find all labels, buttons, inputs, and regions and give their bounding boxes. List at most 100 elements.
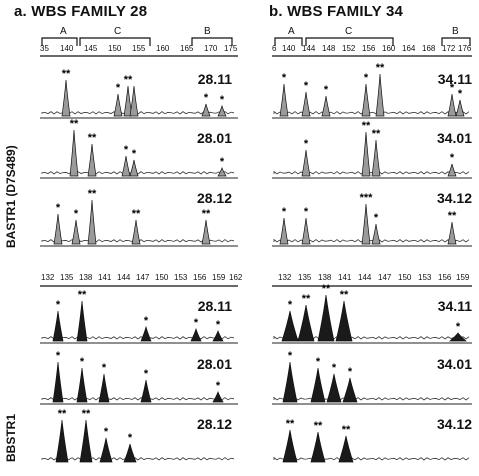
peak (212, 391, 224, 403)
peak-marker: ** (70, 118, 79, 130)
peak-marker: ** (448, 210, 457, 222)
tick: 140 (282, 44, 296, 53)
tick: 153 (418, 273, 432, 282)
peak-marker: * (132, 148, 137, 160)
peak-marker: ** (88, 132, 97, 144)
peak-marker: ** (82, 408, 91, 420)
peak (98, 373, 110, 403)
peak (99, 437, 113, 463)
peak-marker: ** (314, 420, 323, 432)
tick: 159 (456, 273, 470, 282)
region-bracket (441, 37, 471, 46)
peak (338, 435, 354, 463)
peak (212, 330, 224, 342)
peak (371, 139, 381, 177)
peak (129, 159, 139, 177)
region-bracket (191, 37, 233, 46)
peak (447, 163, 457, 177)
peak-marker: ** (58, 408, 67, 420)
tick: 144 (117, 273, 131, 282)
region-c-left: C (114, 26, 122, 37)
tick: 159 (212, 273, 226, 282)
peak-marker: ** (132, 208, 141, 220)
peak-marker: * (304, 206, 309, 218)
peak (113, 93, 123, 117)
baseline-trace (273, 456, 470, 461)
peak (131, 219, 141, 245)
peak (53, 213, 63, 245)
peak (279, 83, 289, 117)
peak (76, 300, 88, 342)
peak-marker: * (56, 350, 61, 362)
tick: 156 (438, 273, 452, 282)
peak (281, 310, 299, 342)
family-28-title: a. WBS FAMILY 28 (14, 3, 148, 20)
peak-marker: ** (124, 74, 133, 86)
peak (361, 203, 371, 245)
peak-marker: * (324, 84, 329, 96)
tick: 175 (224, 44, 238, 53)
peak-marker: * (304, 80, 309, 92)
tick: 148 (322, 44, 336, 53)
peak (342, 377, 358, 403)
peak (279, 217, 289, 245)
sample-label: 34.12 (436, 416, 472, 432)
peak-marker: * (56, 202, 61, 214)
peak (310, 367, 326, 403)
peak (449, 332, 467, 342)
tick: 160 (156, 44, 170, 53)
peak-marker: ** (202, 208, 211, 220)
peak (282, 361, 298, 403)
peak (297, 304, 315, 342)
tick: 150 (108, 44, 122, 53)
peak (301, 91, 311, 117)
tick: 141 (338, 273, 352, 282)
peak (310, 431, 326, 463)
peak-marker: * (220, 156, 225, 168)
peak-marker: * (458, 88, 463, 100)
region-bracket (41, 37, 78, 46)
peak (190, 327, 202, 342)
region-bracket (79, 37, 151, 46)
peak-marker: ** (62, 68, 71, 80)
tick: 156 (193, 273, 207, 282)
tick: 156 (362, 44, 376, 53)
sample-label: 34.11 (437, 71, 472, 87)
region-c-right: C (345, 26, 353, 37)
region-bracket (274, 37, 303, 46)
peak-marker: ** (372, 128, 381, 140)
sample-label: 28.01 (196, 130, 232, 146)
tick: 162 (229, 273, 243, 282)
baseline-trace (273, 396, 470, 401)
peak-marker: * (102, 362, 107, 374)
sample-label: 34.01 (436, 356, 472, 372)
tick: 150 (155, 273, 169, 282)
region-a-right: A (288, 26, 295, 37)
peak (447, 221, 457, 245)
peak (282, 429, 298, 463)
peak (326, 373, 342, 403)
peak-marker: * (282, 206, 287, 218)
sample-label: 34.12 (436, 190, 472, 206)
peak (140, 325, 152, 342)
peak (52, 361, 64, 403)
peak-marker: * (80, 356, 85, 368)
baseline-trace (41, 397, 235, 401)
tick: 132 (278, 273, 292, 282)
peak (361, 131, 371, 177)
tick: 144 (302, 44, 316, 53)
tick: 138 (79, 273, 93, 282)
peak (55, 419, 69, 463)
tick: 176 (458, 44, 472, 53)
peak (301, 217, 311, 245)
tick: 160 (382, 44, 396, 53)
peak-marker: * (144, 315, 149, 327)
family-34-title: b. WBS FAMILY 34 (269, 3, 404, 20)
peak-marker: * (220, 94, 225, 106)
peak-marker: ** (286, 418, 295, 430)
peak-marker: * (124, 144, 129, 156)
peak-marker: * (204, 92, 209, 104)
peak-marker: * (332, 362, 337, 374)
peak (201, 103, 211, 117)
peak-marker: * (364, 72, 369, 84)
